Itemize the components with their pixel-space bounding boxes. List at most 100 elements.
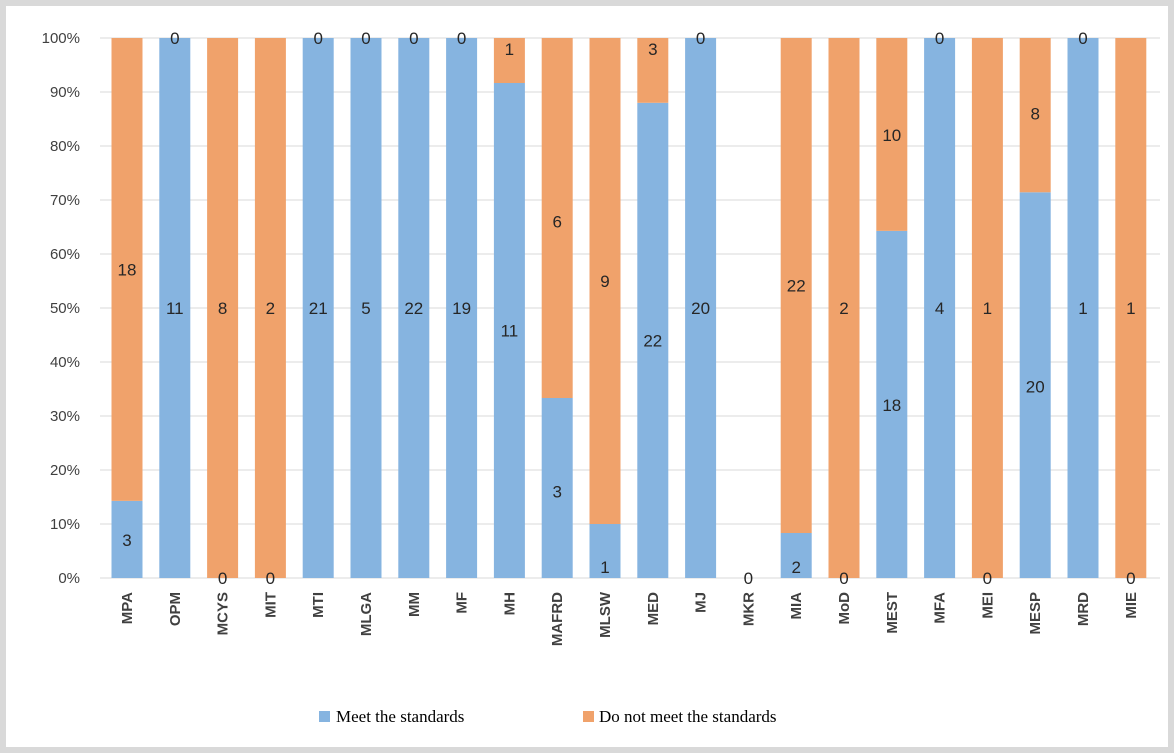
data-label-do-not-meet-MTI: 0	[313, 29, 322, 48]
bar-do-not-meet-MEI	[971, 38, 1003, 578]
bar-do-not-meet-MEST	[876, 38, 908, 231]
data-label-do-not-meet-OPM: 0	[170, 29, 179, 48]
data-label-do-not-meet-MF: 0	[457, 29, 466, 48]
y-tick-label: 80%	[50, 138, 80, 155]
data-label-meet-MIA: 2	[791, 558, 800, 577]
bar-meet-MIA	[780, 533, 812, 578]
y-tick-label: 40%	[50, 354, 80, 371]
category-label-MIA: MIA	[788, 592, 805, 620]
category-label-MKR: MKR	[740, 592, 757, 626]
y-tick-label: 30%	[50, 408, 80, 425]
bar-do-not-meet-MED	[637, 38, 669, 103]
data-label-do-not-meet-MIT: 2	[266, 299, 275, 318]
category-label-MoD: MoD	[836, 592, 853, 625]
data-label-meet-MFA: 4	[935, 299, 944, 318]
data-label-do-not-meet-MEI: 1	[983, 299, 992, 318]
data-label-do-not-meet-MPA: 18	[118, 260, 137, 279]
y-tick-label: 70%	[50, 192, 80, 209]
category-label-MEST: MEST	[884, 592, 901, 634]
data-label-meet-MLGA: 5	[361, 299, 370, 318]
data-label-meet-MTI: 21	[309, 299, 328, 318]
data-label-do-not-meet-MJ: 0	[696, 29, 705, 48]
bar-meet-MLSW	[589, 524, 621, 578]
data-label-meet-MPA: 3	[122, 531, 131, 550]
bar-do-not-meet-MAFRD	[541, 38, 573, 398]
legend-swatch-meet	[319, 711, 330, 722]
bar-do-not-meet-MIA	[780, 38, 812, 533]
bar-meet-MESP	[1019, 192, 1051, 579]
data-label-do-not-meet-MCYS: 8	[218, 299, 227, 318]
bar-meet-MF	[446, 38, 478, 578]
data-label-meet-MESP: 20	[1026, 377, 1045, 396]
legend-swatch-do-not-meet	[583, 711, 594, 722]
y-tick-label: 50%	[50, 300, 80, 317]
category-label-MESP: MESP	[1027, 592, 1044, 635]
bar-meet-MAFRD	[541, 398, 573, 578]
data-label-do-not-meet-MEST: 10	[882, 126, 901, 145]
data-label-do-not-meet-MESP: 8	[1030, 105, 1039, 124]
bar-do-not-meet-MESP	[1019, 38, 1051, 193]
legend-label-meet: Meet the standards	[336, 707, 464, 726]
bar-do-not-meet-MCYS	[207, 38, 239, 578]
category-label-MPA: MPA	[119, 592, 136, 624]
category-label-MJ: MJ	[693, 592, 710, 613]
category-label-MLGA: MLGA	[358, 592, 375, 636]
bars	[111, 38, 1147, 579]
category-label-MEI: MEI	[979, 592, 996, 619]
category-label-MED: MED	[645, 592, 662, 626]
data-label-do-not-meet-MIE: 1	[1126, 299, 1135, 318]
category-label-MRD: MRD	[1075, 592, 1092, 626]
bar-meet-MED	[637, 102, 669, 579]
y-tick-label: 20%	[50, 462, 80, 479]
data-label-do-not-meet-MIA: 22	[787, 277, 806, 296]
data-label-meet-MH: 11	[501, 322, 519, 341]
category-label-MCYS: MCYS	[215, 592, 232, 635]
x-axis-category-labels: MPA OPM MCYS MIT MTI MLGA MM MF MH MAFRD MLSW MED MJ…	[119, 591, 1140, 646]
data-label-meet-MEI: 0	[983, 569, 992, 588]
bar-do-not-meet-MIE	[1115, 38, 1147, 578]
data-label-meet-MM: 22	[404, 299, 423, 318]
data-label-do-not-meet-MoD: 2	[839, 299, 848, 318]
bar-meet-MRD	[1067, 38, 1099, 578]
category-label-MIT: MIT	[262, 592, 279, 618]
data-label-meet-MCYS: 0	[218, 569, 227, 588]
y-tick-label: 0%	[58, 570, 80, 587]
data-label-meet-MEST: 18	[882, 396, 901, 415]
bar-do-not-meet-MPA	[111, 38, 143, 501]
bar-do-not-meet-MIT	[254, 38, 286, 578]
y-tick-label: 90%	[50, 84, 80, 101]
bar-meet-MPA	[111, 500, 143, 578]
data-label-meet-MED: 22	[643, 331, 662, 350]
category-label-MH: MH	[501, 592, 518, 615]
data-label-meet-MRD: 1	[1078, 299, 1087, 318]
category-label-MAFRD: MAFRD	[549, 592, 566, 646]
bar-meet-MTI	[302, 38, 334, 578]
y-axis-tick-labels: 0% 10% 20% 30% 40% 50% 60% 70% 80% 90% 100%	[42, 30, 80, 587]
data-label-meet-MJ: 20	[691, 299, 710, 318]
data-label-do-not-meet-MLSW: 9	[600, 272, 609, 291]
bar-meet-OPM	[159, 38, 191, 578]
category-label-MFA: MFA	[932, 592, 949, 624]
data-label-do-not-meet-MFA: 0	[935, 29, 944, 48]
bar-do-not-meet-MoD	[828, 38, 860, 578]
category-label-MM: MM	[406, 592, 423, 617]
data-label-meet-MLSW: 1	[600, 558, 609, 577]
category-label-MF: MF	[454, 592, 471, 614]
legend-label-do-not-meet: Do not meet the standards	[599, 707, 777, 726]
bar-meet-MJ	[685, 38, 717, 578]
data-label-meet-OPM: 11	[166, 299, 184, 318]
data-label-meet-MIT: 0	[266, 569, 275, 588]
bar-meet-MFA	[924, 38, 956, 578]
data-label-do-not-meet-MLGA: 0	[361, 29, 370, 48]
data-label-do-not-meet-MM: 0	[409, 29, 418, 48]
data-label-meet-MKR: 0	[744, 569, 753, 588]
category-label-OPM: OPM	[167, 592, 184, 626]
y-tick-label: 10%	[50, 516, 80, 533]
data-label-meet-MAFRD: 3	[552, 483, 561, 502]
data-label-do-not-meet-MRD: 0	[1078, 29, 1087, 48]
y-tick-label: 100%	[42, 30, 80, 47]
bar-meet-MEST	[876, 230, 908, 578]
category-label-MLSW: MLSW	[597, 591, 614, 638]
bar-meet-MLGA	[350, 38, 382, 578]
